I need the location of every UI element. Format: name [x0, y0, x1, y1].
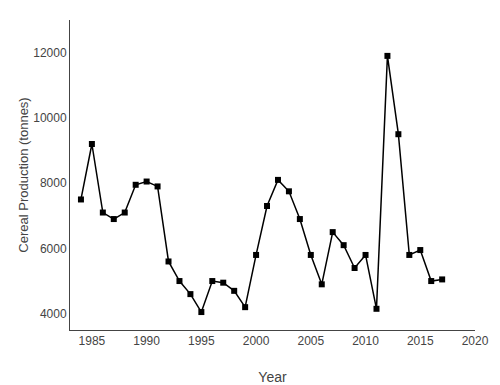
svg-text:4000: 4000	[40, 307, 67, 321]
svg-text:12000: 12000	[33, 46, 67, 60]
svg-text:2010: 2010	[352, 334, 379, 348]
svg-text:6000: 6000	[40, 242, 67, 256]
svg-text:1995: 1995	[188, 334, 215, 348]
svg-text:1990: 1990	[133, 334, 160, 348]
svg-text:10000: 10000	[33, 111, 67, 125]
svg-text:Year: Year	[258, 369, 287, 385]
svg-text:2015: 2015	[407, 334, 434, 348]
svg-text:2005: 2005	[297, 334, 324, 348]
svg-text:2000: 2000	[243, 334, 270, 348]
svg-text:8000: 8000	[40, 176, 67, 190]
svg-text:2020: 2020	[462, 334, 489, 348]
svg-text:1985: 1985	[79, 334, 106, 348]
svg-text:Cereal Production (tonnes): Cereal Production (tonnes)	[16, 97, 31, 252]
